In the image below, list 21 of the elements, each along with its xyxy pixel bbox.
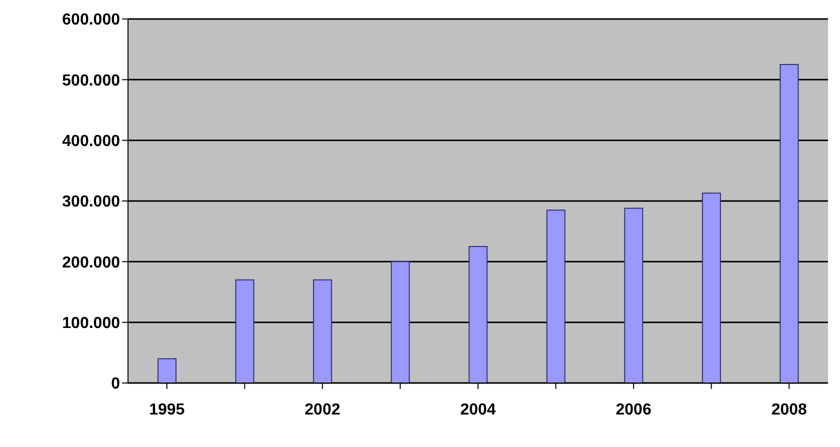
bar [546, 210, 566, 383]
x-tick-label: 2002 [304, 401, 340, 418]
bar [468, 246, 488, 383]
x-tick-label: 2006 [616, 401, 652, 418]
y-tick-label: 300.000 [62, 194, 120, 211]
y-tick-label: 100.000 [62, 315, 120, 332]
x-tick-label: 2008 [771, 401, 808, 418]
bar [158, 358, 176, 383]
bar [702, 192, 721, 383]
y-tick-label: 0 [111, 376, 120, 393]
y-tick-label: 500.000 [62, 72, 120, 90]
bar [235, 279, 254, 383]
bar [780, 64, 799, 383]
y-tick-label: 200.000 [62, 254, 120, 272]
x-tick-label: 2004 [460, 401, 496, 418]
y-tick-label: 600.000 [62, 12, 120, 29]
bar [390, 261, 410, 383]
x-tick-label: 1995 [149, 401, 185, 418]
bar [624, 208, 644, 383]
bar [313, 279, 332, 383]
y-tick-label: 400.000 [62, 133, 120, 150]
